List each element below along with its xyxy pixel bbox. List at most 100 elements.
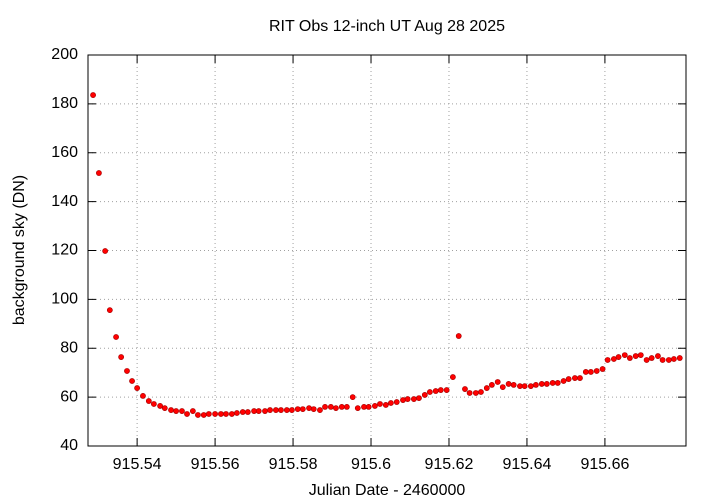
point <box>505 381 512 387</box>
point <box>543 381 550 387</box>
point <box>549 380 556 386</box>
point <box>443 387 450 393</box>
point <box>466 390 473 396</box>
y-tick-label: 120 <box>51 242 78 259</box>
x-tick-label: 915.6 <box>351 456 391 473</box>
point <box>200 412 207 418</box>
point <box>483 385 490 391</box>
point <box>488 382 495 388</box>
point <box>129 378 135 384</box>
point <box>382 402 389 408</box>
point <box>244 409 251 415</box>
point <box>637 352 644 358</box>
point <box>189 408 196 414</box>
point <box>449 374 456 380</box>
y-tick-label: 60 <box>60 388 78 405</box>
point <box>393 399 400 405</box>
point <box>140 393 146 399</box>
point <box>632 353 639 359</box>
point <box>262 408 268 414</box>
point <box>255 408 262 414</box>
x-tick-label: 915.56 <box>191 456 240 473</box>
point <box>278 407 284 413</box>
point <box>560 378 567 384</box>
point <box>455 333 462 339</box>
point <box>377 401 383 407</box>
point <box>527 383 534 390</box>
point <box>659 357 666 363</box>
point <box>582 369 589 375</box>
point <box>410 396 417 402</box>
point <box>404 396 411 402</box>
point <box>676 355 683 361</box>
y-tick-label: 80 <box>60 339 78 356</box>
point <box>228 411 235 417</box>
x-tick-label: 915.64 <box>502 456 551 473</box>
point <box>218 411 224 417</box>
point <box>494 379 501 385</box>
point <box>387 400 394 406</box>
point <box>96 170 102 176</box>
point <box>205 411 212 417</box>
point <box>338 403 345 410</box>
point <box>365 403 372 410</box>
point <box>421 392 428 398</box>
point <box>283 407 290 413</box>
point <box>554 380 561 386</box>
point <box>593 368 600 374</box>
point <box>124 368 130 374</box>
point <box>90 92 96 98</box>
point <box>621 352 628 358</box>
x-tick-label: 915.62 <box>425 456 474 473</box>
point <box>643 357 650 363</box>
point <box>106 307 113 314</box>
point <box>615 354 622 360</box>
point <box>161 405 168 412</box>
point <box>184 411 190 417</box>
point <box>195 412 201 418</box>
point <box>212 411 218 417</box>
point <box>510 382 517 388</box>
point <box>626 355 633 361</box>
point <box>665 357 672 363</box>
point <box>317 407 323 413</box>
point <box>349 394 356 401</box>
y-tick-label: 180 <box>51 95 78 112</box>
point <box>145 398 152 404</box>
y-tick-label: 40 <box>60 437 78 454</box>
point <box>648 355 655 361</box>
point <box>288 407 295 413</box>
point <box>322 403 328 410</box>
point <box>372 403 378 409</box>
point <box>432 388 439 394</box>
point <box>462 386 468 392</box>
point <box>272 407 279 413</box>
point <box>655 353 661 359</box>
point <box>472 390 479 396</box>
y-tick-label: 200 <box>51 46 78 63</box>
point <box>538 381 545 387</box>
point <box>521 383 528 390</box>
point <box>134 385 141 391</box>
x-tick-label: 915.66 <box>580 456 629 473</box>
point <box>102 248 109 254</box>
point <box>113 334 119 340</box>
point <box>333 405 339 412</box>
point <box>587 369 594 375</box>
point <box>426 389 433 395</box>
point <box>437 387 444 393</box>
point <box>343 403 350 410</box>
point <box>571 375 578 381</box>
y-tick-label: 160 <box>51 144 78 161</box>
point <box>533 382 539 388</box>
x-axis-label: Julian Date - 2460000 <box>309 482 466 499</box>
point <box>294 406 301 412</box>
chart-title: RIT Obs 12-inch UT Aug 28 2025 <box>269 18 505 35</box>
point <box>118 354 125 360</box>
point <box>354 405 361 412</box>
x-tick-label: 915.54 <box>113 456 162 473</box>
point <box>416 395 422 402</box>
point <box>671 356 677 362</box>
point <box>306 405 312 412</box>
